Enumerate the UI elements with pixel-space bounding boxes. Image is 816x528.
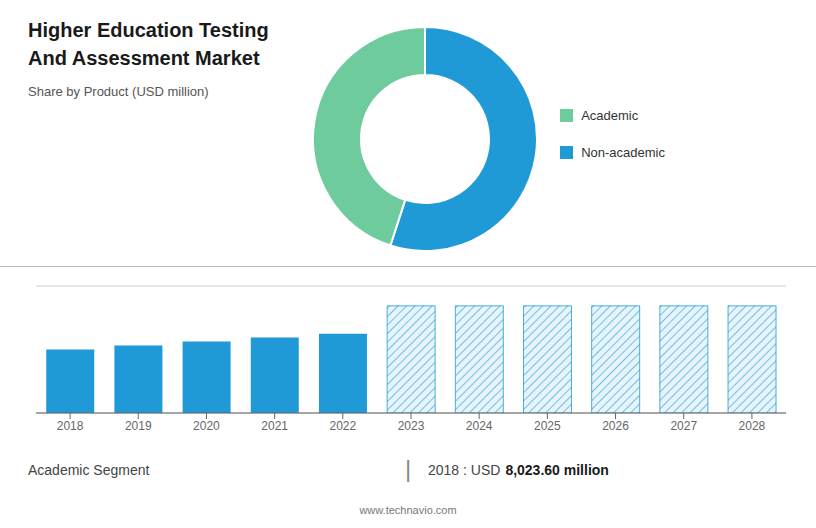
svg-text:2018: 2018 xyxy=(57,419,84,433)
html-text:www.technavio.com: www.technavio.com xyxy=(359,504,457,516)
html-text:2018 : USD 8,023.60 million: 2018 : USD 8,023.60 million xyxy=(428,462,609,478)
svg-text:2022: 2022 xyxy=(329,419,356,433)
svg-text:2028: 2028 xyxy=(739,419,766,433)
svg-text:2026: 2026 xyxy=(602,419,629,433)
html-text:Academic Segment: Academic Segment xyxy=(28,462,150,478)
svg-text:2019: 2019 xyxy=(125,419,152,433)
svg-text:2024: 2024 xyxy=(466,419,493,433)
svg-text:2025: 2025 xyxy=(534,419,561,433)
svg-text:2027: 2027 xyxy=(670,419,697,433)
html-text:Higher Education Testing And A: Higher Education Testing And Assessment … xyxy=(28,19,269,69)
html-text:Share by Product (USD million): Share by Product (USD million) xyxy=(28,84,209,99)
svg-text:2023: 2023 xyxy=(398,419,425,433)
svg-text:2021: 2021 xyxy=(261,419,288,433)
html-text:Non-academic: Non-academic xyxy=(581,145,665,160)
html-text:Academic: Academic xyxy=(581,108,639,123)
svg-text:2020: 2020 xyxy=(193,419,220,433)
